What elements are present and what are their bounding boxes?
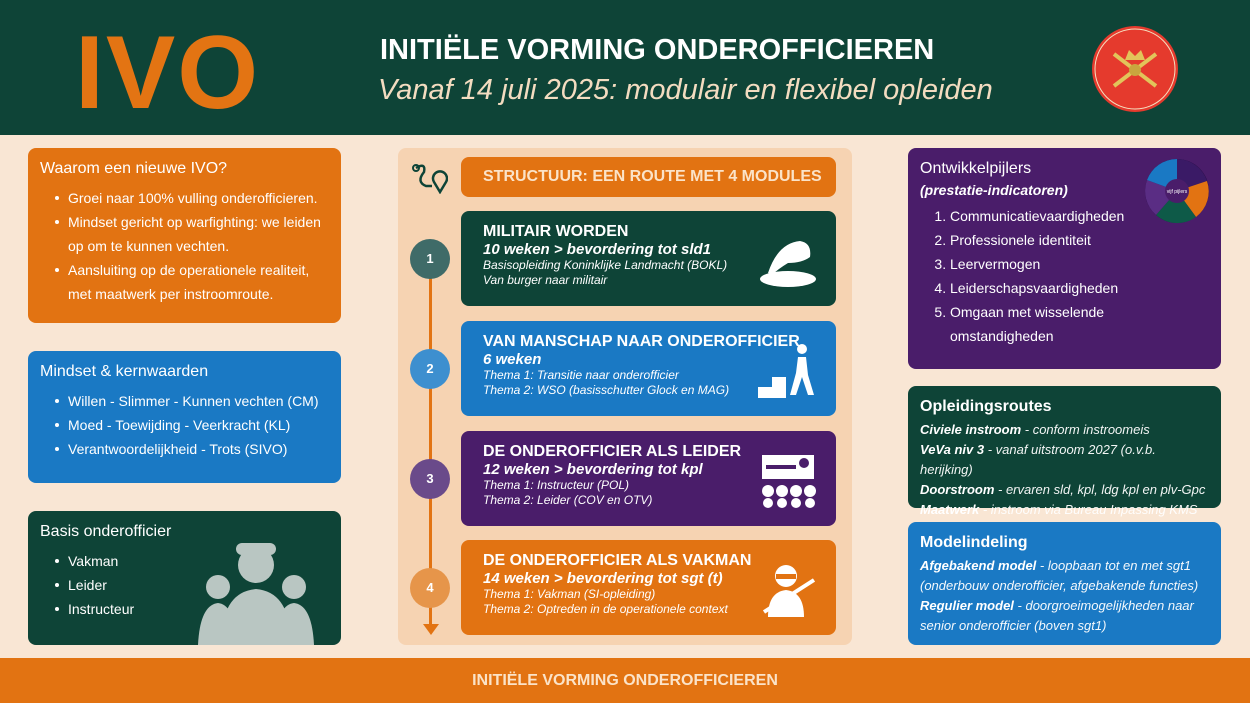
route-row: Doorstroom - ervaren sld, kpl, ldg kpl e… xyxy=(920,480,1209,500)
module-title: DE ONDEROFFICIER ALS VAKMAN xyxy=(483,552,752,569)
route-icon xyxy=(412,164,448,194)
model-title: Modelindeling xyxy=(920,534,1028,551)
mindset-title: Mindset & kernwaarden xyxy=(40,363,209,380)
row-text: - instroom via Bureau Inpassing KMS xyxy=(979,502,1198,517)
mindset-card: Mindset & kernwaarden Willen - Slimmer -… xyxy=(28,351,341,483)
route-row: VeVa niv 3 - vanaf uitstroom 2027 (o.v.b… xyxy=(920,440,1209,480)
list-item: Groei naar 100% vulling onderofficieren. xyxy=(55,186,329,210)
stairs-climb-icon xyxy=(758,343,818,398)
basis-card: Basis onderofficier Vakman Leider Instruct… xyxy=(28,511,341,645)
wheel-center-label: vijf pijlers xyxy=(1167,189,1188,195)
module-card-3[interactable]: DE ONDEROFFICIER ALS LEIDER 12 weken > b… xyxy=(461,431,836,526)
pillars-title: Ontwikkelpijlers xyxy=(920,160,1032,177)
row-label: Afgebakend model xyxy=(920,558,1037,573)
list-item: Communicatievaardigheden xyxy=(950,204,1209,228)
module-detail: Thema 2: WSO (basisschutter Glock en MAG… xyxy=(483,383,730,397)
module-detail: Basisopleiding Koninklijke Landmacht (BO… xyxy=(483,258,728,272)
soldiers-group-icon xyxy=(198,543,314,645)
list-item: Instructeur xyxy=(55,597,329,621)
module-detail: Thema 1: Vakman (SI-opleiding) xyxy=(483,587,656,601)
list-item: Leervermogen xyxy=(950,252,1209,276)
module-weeks: 6 weken xyxy=(483,351,542,368)
list-item: Leiderschapsvaardigheden xyxy=(950,276,1209,300)
module-title: VAN MANSCHAP NAAR ONDEROFFICIER xyxy=(483,333,800,350)
list-item: Mindset gericht op warfighting: we leide… xyxy=(55,210,329,258)
module-card-4[interactable]: DE ONDEROFFICIER ALS VAKMAN 14 weken > b… xyxy=(461,540,836,635)
pillars-card: Ontwikkelpijlers (prestatie-indicatoren)… xyxy=(908,148,1221,369)
soldier-rifle-icon xyxy=(758,562,818,617)
routes-title: Opleidingsroutes xyxy=(920,398,1052,415)
list-item: Verantwoordelijkheid - Trots (SIVO) xyxy=(55,437,329,461)
list-item: Willen - Slimmer - Kunnen vechten (CM) xyxy=(55,389,329,413)
route-row: Maatwerk - instroom via Bureau Inpassing… xyxy=(920,500,1209,520)
model-card: Modelindeling Afgebakend model - loopbaa… xyxy=(908,522,1221,645)
module-number-2: 2 xyxy=(410,349,450,389)
route-line xyxy=(429,260,432,625)
footer: INITIËLE VORMING ONDEROFFICIEREN xyxy=(0,658,1250,703)
route-row: Civiele instroom - conform instroomeis xyxy=(920,420,1209,440)
list-item: Aansluiting op de operationele realiteit… xyxy=(55,258,329,306)
kms-emblem-icon xyxy=(1092,26,1178,112)
row-text: - doorgroeimogelijkheden naar senior ond… xyxy=(920,598,1194,633)
row-text: - ervaren sld, kpl, ldg kpl en plv-Gpc xyxy=(994,482,1206,497)
list-item: Omgaan met wisselende omstandigheden xyxy=(950,300,1209,348)
list-item: Vakman xyxy=(55,549,329,573)
row-label: Maatwerk xyxy=(920,502,980,517)
list-item: Professionele identiteit xyxy=(950,228,1209,252)
list-item: Leider xyxy=(55,573,329,597)
row-label: Regulier model xyxy=(920,598,1014,613)
why-card: Waarom een nieuwe IVO? Groei naar 100% v… xyxy=(28,148,341,323)
module-title: DE ONDEROFFICIER ALS LEIDER xyxy=(483,443,742,460)
module-detail: Thema 2: Optreden in de operationele con… xyxy=(483,602,728,616)
module-weeks: 14 weken > bevordering tot sgt (t) xyxy=(483,570,723,587)
list-item: Moed - Toewijding - Veerkracht (KL) xyxy=(55,413,329,437)
route-arrow-icon xyxy=(423,624,439,635)
soldier-crawling-icon xyxy=(758,233,818,288)
route-row: Afgebakend model - loopbaan tot en met s… xyxy=(920,556,1209,596)
module-card-1[interactable]: MILITAIR WORDEN 10 weken > bevordering t… xyxy=(461,211,836,306)
routes-card: Opleidingsroutes Civiele instroom - conf… xyxy=(908,386,1221,517)
module-number-1: 1 xyxy=(410,239,450,279)
module-card-2[interactable]: VAN MANSCHAP NAAR ONDEROFFICIER 6 weken … xyxy=(461,321,836,416)
row-text: - vanaf uitstroom 2027 (o.v.b. herijking… xyxy=(920,442,1156,477)
row-label: Doorstroom xyxy=(920,482,995,497)
row-label: VeVa niv 3 xyxy=(920,442,985,457)
basis-title: Basis onderofficier xyxy=(40,523,172,540)
module-detail: Van burger naar militair xyxy=(483,273,608,287)
header: IVO INITIËLE VORMING ONDEROFFICIEREN Van… xyxy=(0,0,1250,135)
module-weeks: 10 weken > bevordering tot sld1 xyxy=(483,241,711,258)
pillars-subtitle: (prestatie-indicatoren) xyxy=(920,182,1068,198)
module-title: MILITAIR WORDEN xyxy=(483,223,629,240)
page-subtitle: Vanaf 14 juli 2025: modulair en flexibel… xyxy=(378,74,993,106)
module-detail: Thema 1: Transitie naar onderofficier xyxy=(483,368,679,382)
module-detail: Thema 1: Instructeur (POL) xyxy=(483,478,630,492)
module-number-4: 4 xyxy=(410,568,450,608)
instructor-class-icon xyxy=(758,453,818,508)
row-label: Civiele instroom xyxy=(920,422,1022,437)
ivo-logo-text: IVO xyxy=(75,15,261,131)
pillars-wheel-icon: vijf pijlers xyxy=(1145,159,1209,224)
route-row: Regulier model - doorgroeimogelijkheden … xyxy=(920,596,1209,636)
page-title: INITIËLE VORMING ONDEROFFICIEREN xyxy=(380,34,935,66)
module-number-3: 3 xyxy=(410,459,450,499)
why-title: Waarom een nieuwe IVO? xyxy=(40,160,228,177)
structure-title: STRUCTUUR: EEN ROUTE MET 4 MODULES xyxy=(461,157,836,197)
module-detail: Thema 2: Leider (COV en OTV) xyxy=(483,493,653,507)
module-weeks: 12 weken > bevordering tot kpl xyxy=(483,461,703,478)
row-text: - loopbaan tot en met sgt1 (onderbouw on… xyxy=(920,558,1199,593)
row-text: - conform instroomeis xyxy=(1021,422,1150,437)
